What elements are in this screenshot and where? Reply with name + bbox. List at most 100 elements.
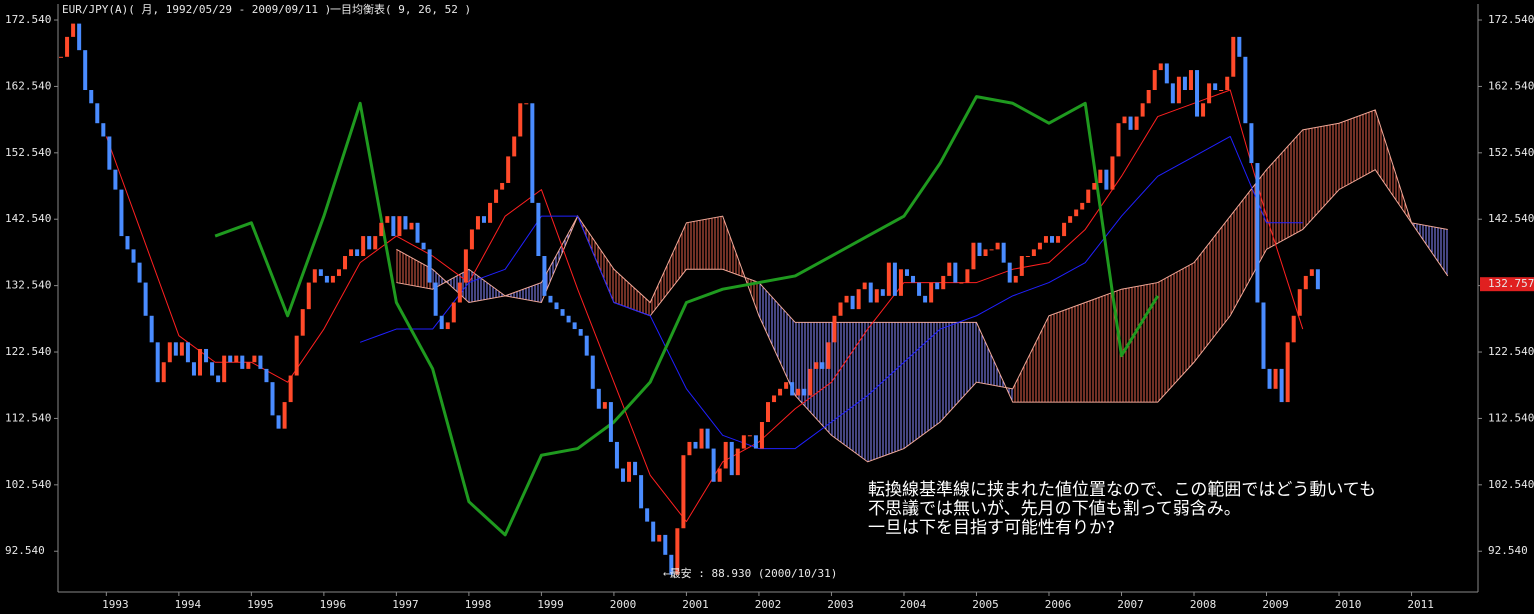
candle-body	[264, 368, 269, 383]
candle-body	[1309, 269, 1314, 276]
candle-body	[324, 275, 329, 283]
candle-body	[741, 435, 746, 449]
candle-body	[554, 302, 559, 310]
candle-body	[167, 342, 172, 363]
cloud-segment	[613, 269, 651, 316]
x-tick-label: 1994	[175, 598, 202, 611]
candle-body	[1062, 222, 1067, 237]
candle-body	[898, 269, 903, 296]
candle-body	[258, 355, 263, 369]
candle-body	[506, 156, 511, 183]
candle-body	[989, 249, 994, 251]
candle-body	[1231, 36, 1236, 77]
candle-body	[941, 275, 946, 290]
candle-body	[1279, 368, 1284, 403]
candle-body	[856, 289, 861, 310]
candle-body	[445, 322, 450, 330]
candle-body	[1188, 70, 1193, 91]
candles	[59, 23, 1320, 575]
candle-body	[759, 422, 764, 449]
candle-body	[892, 262, 897, 296]
candle-body	[488, 202, 493, 223]
candle-body	[530, 103, 535, 203]
candle-body	[469, 229, 474, 250]
candle-body	[77, 23, 82, 51]
candle-body	[330, 275, 335, 283]
annotation: 転換線基準線に挟まれた値位置なので、この範囲ではどう動いても	[868, 480, 1376, 500]
candle-body	[95, 103, 100, 124]
candle-body	[584, 335, 589, 356]
candle-body	[536, 202, 541, 257]
indicator-title: 一目均衡表( 9, 26, 52 )	[330, 2, 471, 16]
candle-body	[729, 441, 734, 476]
candle-body	[282, 402, 287, 429]
cloud-segment	[1012, 315, 1049, 403]
candle-body	[1261, 302, 1266, 369]
y-tick-label: 112.540	[5, 411, 51, 424]
candle-body	[1164, 63, 1169, 84]
x-tick-label: 2000	[610, 598, 637, 611]
candle-body	[107, 136, 112, 170]
y-tick-label: 122.540	[5, 345, 51, 358]
candle-body	[753, 435, 758, 449]
candle-body	[1267, 368, 1272, 389]
cloud-edge	[396, 169, 1448, 403]
indicator-line	[105, 89, 1304, 523]
candle-body	[542, 256, 547, 296]
candle-body	[1104, 169, 1109, 190]
y-tick-label: 102.540	[1488, 478, 1534, 491]
cloud-segment	[867, 322, 904, 462]
candle-body	[711, 448, 716, 482]
candle-body	[427, 249, 432, 283]
cloud-segment	[1048, 302, 1086, 403]
candle-body	[155, 342, 160, 383]
candle-body	[1176, 76, 1181, 104]
candle-body	[904, 269, 909, 276]
y-tick-label: 92.540	[1488, 544, 1528, 557]
indicator-lines	[105, 89, 1304, 537]
x-tick-label: 2005	[972, 598, 999, 611]
candle-body	[524, 103, 529, 105]
candle-body	[1116, 123, 1121, 157]
candle-body	[633, 461, 638, 476]
low-note: ←最安 : 88.930 (2000/10/31)	[663, 566, 837, 580]
x-tick-label: 1995	[247, 598, 274, 611]
indicator-line	[359, 135, 1303, 450]
x-tick-label: 1999	[537, 598, 564, 611]
candle-body	[959, 282, 964, 284]
annotation: 一旦は下を目指す可能性有りか?	[868, 518, 1115, 538]
candle-body	[222, 355, 227, 383]
candle-body	[125, 236, 130, 250]
candle-body	[288, 375, 293, 403]
y-tick-label: 152.540	[5, 146, 51, 159]
candle-body	[518, 103, 523, 137]
candle-body	[276, 415, 281, 429]
candle-body	[391, 216, 396, 237]
candle-body	[306, 282, 311, 310]
candle-body	[1031, 249, 1036, 257]
cloud-segment	[1193, 216, 1231, 363]
cloud-segment	[1085, 289, 1122, 403]
candle-body	[1080, 202, 1085, 210]
candle-body	[83, 50, 88, 91]
candle-body	[1043, 236, 1048, 243]
cloud-segment	[468, 269, 506, 303]
candle-body	[1195, 70, 1200, 117]
candle-body	[1068, 216, 1073, 223]
candle-body	[808, 368, 813, 396]
cloud-segment	[1121, 282, 1158, 403]
candle-body	[131, 249, 136, 263]
candle-body	[627, 461, 632, 482]
candle-body	[747, 435, 752, 437]
candle-body	[838, 302, 843, 316]
candle-body	[1255, 163, 1260, 303]
cloud-segment	[1266, 129, 1303, 250]
candle-body	[1158, 63, 1163, 71]
candle-body	[318, 269, 323, 276]
annotation: 不思議では無いが、先月の下値も割って弱含み。	[868, 499, 1241, 519]
candle-body	[953, 262, 958, 283]
candle-body	[820, 362, 825, 369]
candle-body	[669, 554, 674, 575]
candle-body	[620, 468, 625, 482]
candle-body	[1207, 83, 1212, 104]
